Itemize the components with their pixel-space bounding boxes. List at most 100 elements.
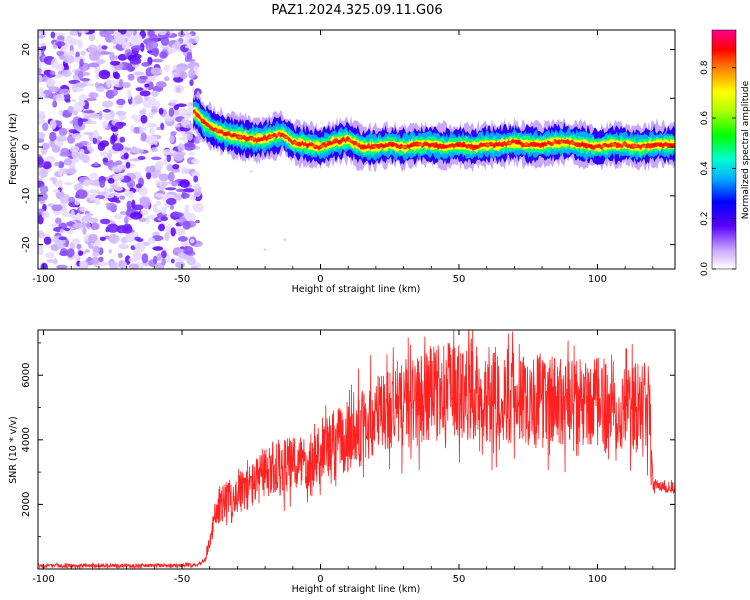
noise-blob <box>99 151 110 157</box>
noise-blob <box>195 219 201 224</box>
noise-blob <box>180 131 184 134</box>
noise-blob <box>159 173 169 182</box>
ridge-peak <box>362 145 368 149</box>
noise-blob <box>128 263 139 269</box>
noise-blob <box>185 124 192 129</box>
noise-blob <box>184 204 190 214</box>
ridge-peak <box>668 143 673 146</box>
noise-blob <box>170 258 175 264</box>
noise-blob <box>93 50 102 57</box>
noise-blob <box>175 218 184 223</box>
noise-blob <box>102 100 114 108</box>
snr-xtick-label: -50 <box>174 574 190 585</box>
noise-blob <box>81 154 90 164</box>
noise-blob <box>191 171 201 178</box>
noise-blob <box>150 165 156 172</box>
noise-blob <box>183 30 189 34</box>
noise-blob <box>174 193 183 201</box>
noise-blob <box>79 260 87 269</box>
noise-blob <box>83 83 95 87</box>
noise-blob <box>49 119 57 130</box>
noise-blob <box>51 176 57 184</box>
noise-blob <box>108 188 114 193</box>
noise-blob <box>131 146 137 151</box>
noise-blob <box>150 67 163 76</box>
noise-blob <box>64 227 70 232</box>
noise-blob <box>60 147 70 155</box>
noise-blob <box>74 200 80 206</box>
noise-blob <box>150 147 158 153</box>
ridge-peak <box>658 143 663 146</box>
snr-x-ticks: -100 -50 0 50 100 <box>32 330 654 585</box>
noise-blob <box>161 250 167 259</box>
noise-blob <box>173 151 184 162</box>
noise-blob <box>119 195 126 200</box>
noise-blob <box>156 126 161 131</box>
ridge-peak <box>621 143 627 146</box>
figure-title: PAZ1.2024.325.09.11.G06 <box>271 3 442 18</box>
noise-blob <box>85 221 91 229</box>
ridge-peak <box>560 140 564 144</box>
noise-blob <box>130 212 143 220</box>
noise-blob <box>38 30 42 37</box>
noise-region <box>38 30 286 269</box>
snr-ytick-label: 2000 <box>21 492 32 517</box>
snr-frame <box>37 329 676 570</box>
ridge-peak <box>426 143 432 146</box>
spectrogram-xtick-label: 50 <box>453 274 466 285</box>
noise-blob <box>170 168 181 173</box>
spectrogram-ytick-label: 0 <box>21 144 32 150</box>
noise-blob <box>102 114 111 118</box>
noise-blob <box>67 105 74 114</box>
noise-blob <box>68 129 78 134</box>
noise-blob <box>177 143 185 152</box>
noise-blob <box>147 237 155 245</box>
noise-blob <box>72 254 80 259</box>
ridge-peak <box>355 143 359 146</box>
noise-blob <box>166 197 177 206</box>
noise-blob <box>55 135 68 142</box>
noise-blob <box>155 193 165 198</box>
noise-blob <box>159 51 168 59</box>
noise-blob <box>65 99 71 103</box>
spectrogram-ytick-label: -10 <box>21 188 32 204</box>
noise-blob <box>128 191 135 199</box>
noise-blob <box>127 73 135 81</box>
noise-blob <box>173 212 184 218</box>
noise-blob <box>182 245 194 255</box>
ridge-peak <box>269 135 275 139</box>
noise-blob <box>38 131 46 139</box>
noise-blob <box>169 204 175 210</box>
noise-blob <box>79 206 88 213</box>
colorbar-tick-label: 0.2 <box>700 212 710 226</box>
noise-blob <box>91 252 100 257</box>
noise-blob <box>139 76 148 80</box>
noise-blob <box>193 188 202 197</box>
noise-blob <box>169 134 175 144</box>
noise-blob <box>87 44 97 53</box>
noise-blob <box>124 147 132 151</box>
noise-blob <box>136 238 144 243</box>
snr-ytick-label: 6000 <box>21 362 32 387</box>
noise-blob <box>125 161 131 169</box>
noise-blob <box>174 40 181 50</box>
noise-blob <box>88 33 96 42</box>
noise-blob <box>79 78 91 82</box>
noise-blob <box>75 189 88 199</box>
ridge-peak <box>418 143 424 146</box>
noise-blob <box>83 179 91 187</box>
noise-blob <box>107 177 115 184</box>
noise-blob <box>43 236 52 245</box>
ridge-peak <box>462 144 466 147</box>
noise-blob <box>188 152 196 156</box>
noise-blob <box>38 244 45 250</box>
noise-blob <box>116 98 126 106</box>
noise-blob <box>114 186 123 192</box>
noise-blob <box>59 228 65 234</box>
noise-blob <box>164 231 170 242</box>
colorbar-ticks: 0.0 0.2 0.4 0.6 0.8 <box>700 60 736 276</box>
noise-blob <box>146 122 158 128</box>
noise-blob <box>66 248 75 258</box>
noise-blob <box>152 204 158 213</box>
colorbar-gradient <box>712 30 736 269</box>
